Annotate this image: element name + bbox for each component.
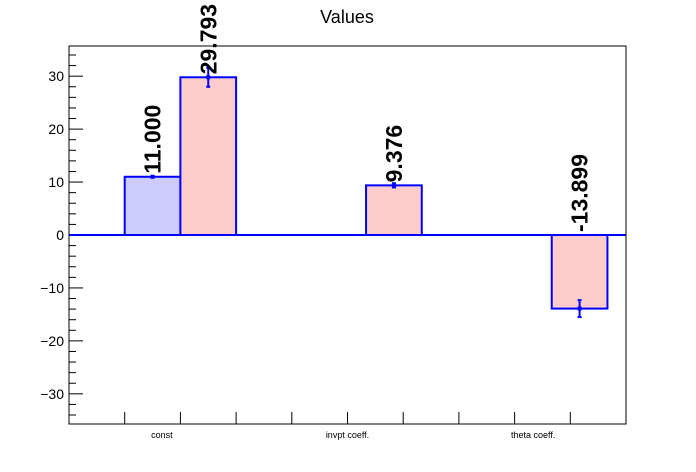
data-labels: 11.000 29.793 9.376 -13.899 (140, 4, 593, 232)
y-tick-label: 10 (48, 174, 64, 190)
data-label: 9.376 (381, 125, 407, 183)
bar (365, 184, 423, 236)
bar-marker (577, 306, 582, 311)
bar-marker (206, 75, 211, 80)
chart-title: Values (320, 7, 374, 27)
bar (550, 234, 609, 310)
plot-frame (68, 45, 627, 425)
axes: −30 −20 −10 0 10 20 30 const invpt coeff. theta c… (40, 54, 571, 440)
y-tick-label: −20 (40, 333, 64, 349)
data-label: 11.000 (140, 105, 166, 174)
y-tick-label: 20 (48, 121, 64, 137)
bar (179, 76, 238, 236)
y-tick-label: −30 (40, 386, 64, 402)
data-label: -13.899 (567, 154, 593, 232)
x-category-label: const (151, 430, 173, 440)
y-tick-label: 0 (56, 227, 64, 243)
bars (69, 66, 626, 319)
data-label: 29.793 (195, 4, 221, 74)
x-category-label: invpt coeff. (326, 430, 369, 440)
bar-marker (150, 174, 155, 179)
bar-marker (391, 183, 396, 188)
y-tick-label: 30 (48, 68, 64, 84)
y-tick-label: −10 (40, 280, 64, 296)
bar (123, 175, 182, 237)
x-category-label: theta coeff. (511, 430, 555, 440)
